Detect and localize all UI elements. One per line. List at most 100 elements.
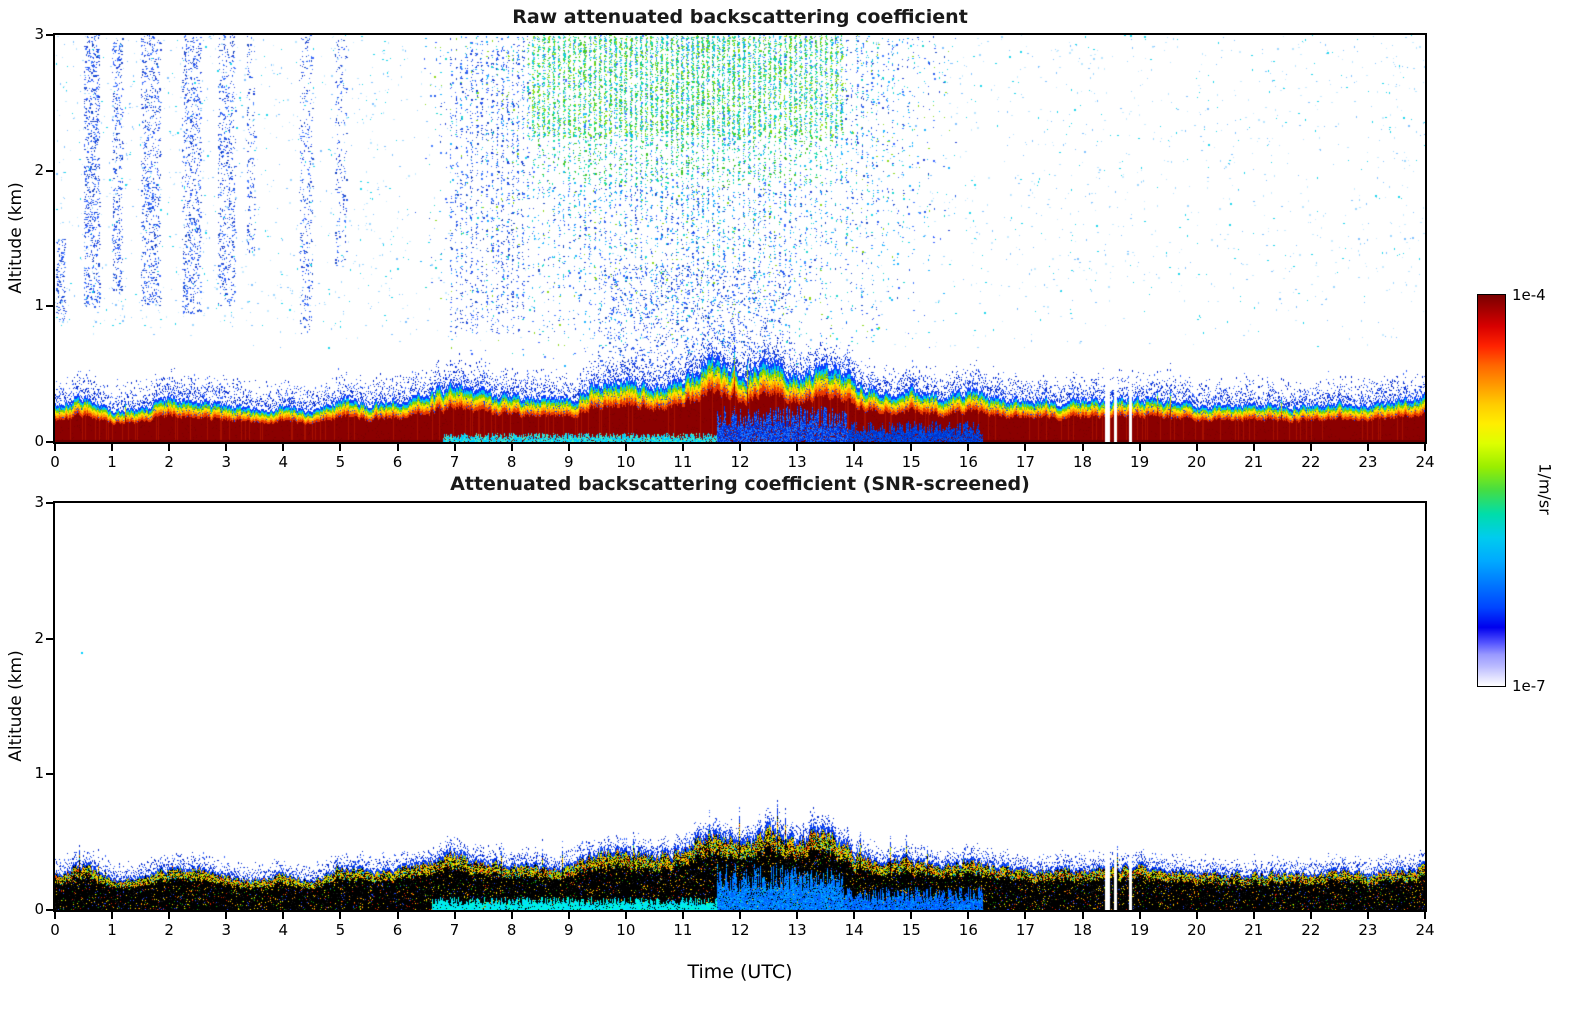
y-tick-label: 2 xyxy=(34,160,44,179)
x-tick-label: 4 xyxy=(278,921,289,939)
x-tick-mark xyxy=(1309,444,1312,451)
x-tick-mark xyxy=(1081,912,1084,919)
x-tick-mark xyxy=(624,444,627,451)
x-tick-mark xyxy=(111,912,114,919)
x-tick-mark xyxy=(967,444,970,451)
y-axis-label-bottom: Altitude (km) xyxy=(6,650,26,762)
x-tick-mark xyxy=(453,444,456,451)
x-tick-label: 2 xyxy=(164,921,174,939)
x-tick-label: 14 xyxy=(844,921,864,939)
panel-title-raw: Raw attenuated backscattering coefficien… xyxy=(512,6,968,28)
x-tick-label: 23 xyxy=(1358,453,1378,471)
y-tick-mark xyxy=(46,169,53,172)
screened-backscatter-heatmap xyxy=(55,503,1425,910)
x-tick-label: 15 xyxy=(901,921,921,939)
x-tick-mark xyxy=(1081,444,1084,451)
x-tick-mark xyxy=(1024,912,1027,919)
x-tick-label: 23 xyxy=(1358,921,1378,939)
x-tick-label: 4 xyxy=(278,453,289,471)
x-tick-mark xyxy=(739,912,741,919)
x-tick-mark xyxy=(1366,912,1369,919)
x-tick-mark xyxy=(967,912,970,919)
x-tick-mark xyxy=(1024,444,1027,451)
x-tick-label: 24 xyxy=(1415,453,1435,471)
x-tick-label: 12 xyxy=(730,453,750,471)
x-tick-mark xyxy=(910,912,913,919)
x-tick-label: 1 xyxy=(107,921,117,939)
y-tick-label: 2 xyxy=(34,628,44,647)
colorbar-max-label: 1e-4 xyxy=(1512,286,1546,304)
x-tick-label: 21 xyxy=(1244,921,1264,939)
x-tick-mark xyxy=(339,444,342,451)
y-tick-label: 0 xyxy=(34,900,44,918)
x-tick-mark xyxy=(396,912,399,919)
x-tick-label: 10 xyxy=(616,921,636,939)
x-tick-mark xyxy=(853,444,856,451)
x-tick-label: 22 xyxy=(1301,453,1321,471)
colorbar-unit-label: 1/m/sr xyxy=(1535,463,1555,515)
x-tick-mark xyxy=(54,912,56,919)
x-tick-mark xyxy=(910,444,913,451)
x-tick-label: 17 xyxy=(1015,453,1035,471)
x-tick-mark xyxy=(225,444,228,451)
x-tick-label: 1 xyxy=(107,453,117,471)
x-tick-label: 5 xyxy=(335,921,346,939)
y-tick-mark xyxy=(46,773,53,776)
x-tick-mark xyxy=(1309,912,1312,919)
x-tick-label: 11 xyxy=(673,921,693,939)
y-tick-mark xyxy=(46,305,53,308)
x-tick-label: 19 xyxy=(1130,453,1150,471)
screened-plot-frame xyxy=(53,501,1427,912)
x-tick-label: 8 xyxy=(506,921,517,939)
x-tick-mark xyxy=(168,444,171,451)
x-tick-mark xyxy=(624,912,627,919)
x-tick-mark xyxy=(1424,912,1426,919)
x-tick-mark xyxy=(282,912,285,919)
x-tick-label: 0 xyxy=(50,453,60,471)
x-tick-label: 9 xyxy=(563,921,574,939)
x-tick-label: 15 xyxy=(901,453,921,471)
x-tick-mark xyxy=(1195,444,1198,451)
x-tick-mark xyxy=(225,912,228,919)
x-tick-label: 7 xyxy=(449,921,460,939)
raw-backscatter-heatmap xyxy=(55,35,1425,442)
x-tick-mark xyxy=(168,912,171,919)
x-tick-mark xyxy=(1138,444,1141,451)
x-tick-label: 5 xyxy=(335,453,346,471)
x-tick-label: 16 xyxy=(958,453,978,471)
panel-title-screened: Attenuated backscattering coefficient (S… xyxy=(450,473,1030,495)
x-tick-mark xyxy=(111,444,114,451)
x-tick-mark xyxy=(739,444,741,451)
y-tick-label: 3 xyxy=(34,493,44,511)
x-tick-label: 3 xyxy=(221,921,232,939)
x-tick-mark xyxy=(1424,444,1426,451)
x-tick-label: 7 xyxy=(449,453,460,471)
colorbar-min-label: 1e-7 xyxy=(1512,677,1546,695)
x-tick-mark xyxy=(453,912,456,919)
y-axis-label-top: Altitude (km) xyxy=(6,182,26,294)
x-tick-mark xyxy=(567,912,570,919)
x-tick-label: 16 xyxy=(958,921,978,939)
x-tick-label: 21 xyxy=(1244,453,1264,471)
x-tick-label: 11 xyxy=(673,453,693,471)
x-tick-label: 24 xyxy=(1415,921,1435,939)
x-tick-label: 17 xyxy=(1015,921,1035,939)
x-tick-label: 0 xyxy=(50,921,60,939)
raw-plot-frame xyxy=(53,33,1427,444)
x-tick-label: 3 xyxy=(221,453,232,471)
x-tick-mark xyxy=(681,444,684,451)
colorbar xyxy=(1477,294,1506,687)
x-tick-mark xyxy=(510,444,513,451)
y-tick-mark xyxy=(46,637,53,640)
x-axis-label: Time (UTC) xyxy=(687,961,793,983)
x-tick-mark xyxy=(567,444,570,451)
x-tick-label: 10 xyxy=(616,453,636,471)
x-tick-label: 6 xyxy=(392,921,403,939)
x-tick-label: 8 xyxy=(506,453,517,471)
x-tick-mark xyxy=(510,912,513,919)
x-tick-mark xyxy=(796,444,799,451)
y-tick-mark xyxy=(46,441,53,443)
y-tick-mark xyxy=(46,909,53,911)
x-tick-mark xyxy=(1195,912,1198,919)
